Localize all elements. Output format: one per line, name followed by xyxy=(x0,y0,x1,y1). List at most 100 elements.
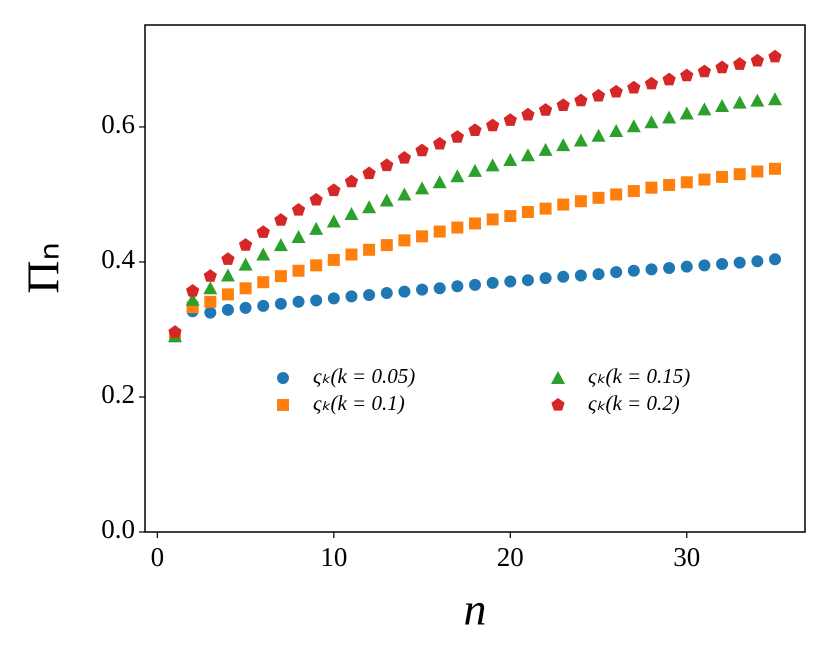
point xyxy=(592,268,605,281)
point xyxy=(503,113,517,126)
point xyxy=(220,268,235,282)
point xyxy=(733,168,746,181)
point xyxy=(556,138,571,152)
point xyxy=(256,225,270,238)
point xyxy=(609,123,624,137)
point xyxy=(521,274,534,287)
point xyxy=(380,239,393,252)
point xyxy=(486,213,499,226)
point xyxy=(538,142,553,156)
legend-label: ςₖ(k = 0.1) xyxy=(313,391,405,415)
point xyxy=(680,176,693,189)
y-tick-label: 0.4 xyxy=(101,244,135,274)
point xyxy=(469,217,481,230)
point xyxy=(592,191,605,204)
point xyxy=(751,165,764,178)
point xyxy=(485,158,500,172)
point xyxy=(627,185,640,198)
point xyxy=(238,238,253,251)
point xyxy=(292,295,305,308)
point xyxy=(645,263,658,276)
point xyxy=(310,259,323,272)
point xyxy=(662,110,677,124)
point xyxy=(345,290,358,303)
point xyxy=(697,64,712,78)
point xyxy=(221,303,234,316)
point xyxy=(451,221,464,234)
point xyxy=(238,257,253,271)
point xyxy=(363,289,376,302)
point xyxy=(645,181,658,194)
point xyxy=(257,299,270,312)
point xyxy=(679,106,694,120)
point xyxy=(627,264,640,277)
point xyxy=(433,225,446,238)
point xyxy=(591,128,606,142)
point xyxy=(451,280,464,293)
point xyxy=(697,102,712,116)
point xyxy=(397,187,412,201)
point xyxy=(274,297,287,310)
point xyxy=(168,325,182,338)
plot-frame xyxy=(144,24,806,533)
y-tick-label: 0.2 xyxy=(101,379,135,409)
point xyxy=(291,229,306,243)
point xyxy=(345,248,358,261)
point xyxy=(326,214,341,228)
point xyxy=(221,288,234,301)
point xyxy=(644,115,659,129)
point xyxy=(715,60,729,74)
point xyxy=(768,92,782,106)
point xyxy=(627,80,641,94)
point xyxy=(556,98,570,111)
point xyxy=(769,253,781,266)
point xyxy=(574,195,587,208)
point xyxy=(733,57,747,70)
point xyxy=(344,174,359,188)
point xyxy=(504,210,517,223)
point xyxy=(539,202,552,215)
point xyxy=(468,123,482,136)
point xyxy=(257,276,270,289)
point xyxy=(521,206,534,219)
point xyxy=(574,269,587,282)
point xyxy=(626,119,641,133)
point xyxy=(485,118,500,132)
x-tick-label: 0 xyxy=(151,542,165,572)
point xyxy=(416,230,429,243)
point xyxy=(292,264,305,277)
point xyxy=(574,93,588,107)
point xyxy=(610,188,623,201)
point xyxy=(573,133,588,147)
point xyxy=(309,192,323,206)
point xyxy=(398,285,411,298)
y-tick-label: 0.6 xyxy=(101,109,135,139)
point xyxy=(504,275,517,288)
y-tick-label: 0.0 xyxy=(101,514,135,544)
legend-label: ςₖ(k = 0.05) xyxy=(313,364,415,388)
point xyxy=(486,276,499,289)
point xyxy=(185,283,200,297)
legend-marker xyxy=(551,371,565,384)
point xyxy=(732,95,747,109)
point xyxy=(185,292,200,306)
point xyxy=(432,175,447,189)
point xyxy=(291,202,306,216)
point xyxy=(415,181,430,195)
point xyxy=(363,243,376,256)
point xyxy=(468,163,482,177)
point xyxy=(433,136,447,150)
point xyxy=(327,253,340,266)
point xyxy=(520,148,535,162)
point xyxy=(239,282,252,295)
point xyxy=(557,198,570,211)
point xyxy=(750,93,765,107)
point xyxy=(750,53,765,67)
point xyxy=(716,257,729,270)
point xyxy=(327,292,340,305)
point xyxy=(398,234,411,247)
point xyxy=(204,295,217,308)
point xyxy=(450,169,465,183)
legend-marker xyxy=(277,372,289,384)
legend-marker xyxy=(551,398,565,411)
